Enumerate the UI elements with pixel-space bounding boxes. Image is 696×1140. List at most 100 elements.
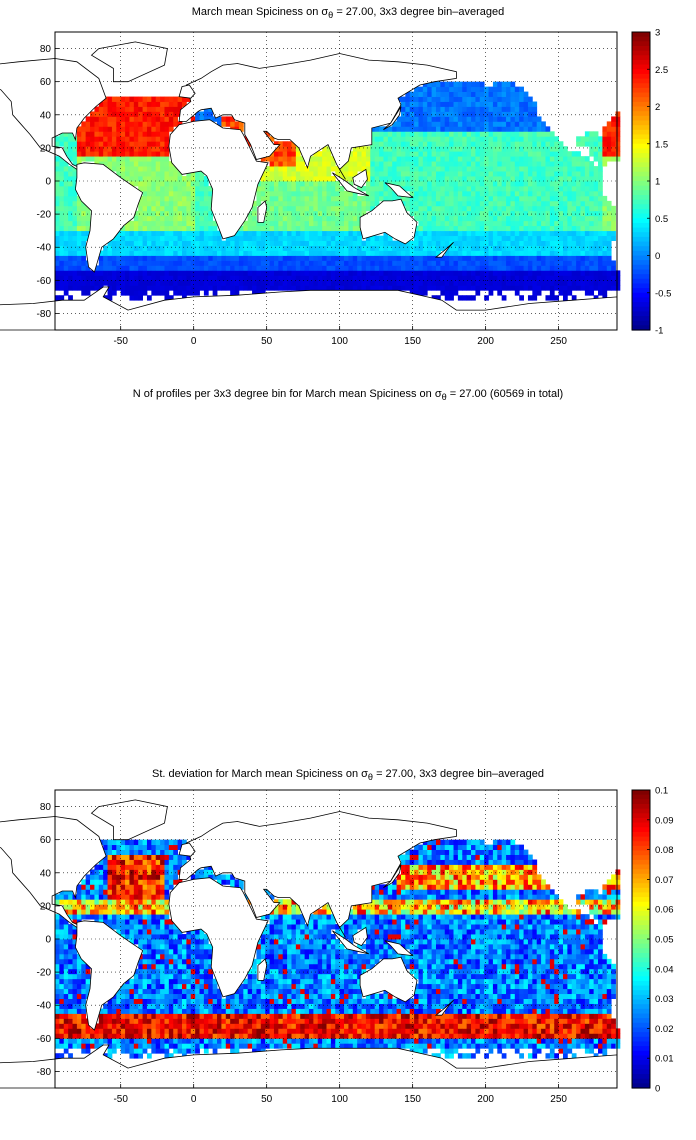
bin-cell	[182, 185, 187, 192]
bin-cell	[63, 195, 69, 202]
bin-cell	[212, 265, 218, 271]
bin-cell	[453, 126, 459, 132]
bin-cell	[142, 280, 148, 286]
bin-cell	[168, 250, 174, 256]
bin-cell	[510, 171, 516, 177]
bin-cell	[68, 146, 73, 152]
bin-cell	[514, 260, 520, 266]
bin-cell	[177, 230, 183, 237]
bin-cell	[155, 240, 161, 246]
bin-cell	[457, 255, 463, 261]
bin-cell	[611, 210, 616, 217]
bin-cell	[282, 245, 288, 251]
bin-cell	[208, 195, 214, 202]
bin-cell	[164, 210, 170, 217]
bin-cell	[374, 185, 380, 192]
bin-cell	[76, 245, 82, 251]
bin-cell	[151, 116, 157, 122]
bin-cell	[532, 101, 538, 107]
bin-cell	[440, 91, 446, 97]
bin-cell	[523, 200, 529, 207]
bin-cell	[168, 285, 174, 291]
bin-cell	[562, 230, 568, 237]
bin-cell	[63, 220, 69, 227]
bin-cell	[151, 275, 157, 281]
bin-cell	[168, 176, 174, 182]
bin-cell	[199, 270, 205, 276]
bin-cell	[160, 255, 165, 261]
bin-cell	[527, 171, 533, 177]
bin-cell	[611, 121, 616, 127]
bin-cell	[138, 185, 143, 192]
bin-cell	[536, 260, 542, 266]
bin-cell	[68, 171, 73, 177]
bin-cell	[291, 181, 297, 187]
bin-cell	[576, 285, 581, 291]
bin-cell	[383, 171, 389, 177]
bin-cell	[611, 230, 616, 237]
bin-cell	[453, 285, 459, 291]
bin-cell	[571, 190, 577, 197]
bin-cell	[562, 250, 568, 256]
bin-cell	[190, 190, 196, 197]
bin-cell	[462, 181, 468, 187]
bin-cell	[457, 240, 463, 246]
bin-cell	[151, 285, 157, 291]
bin-cell	[304, 225, 310, 232]
bin-cell	[510, 116, 516, 122]
bin-cell	[462, 205, 468, 212]
colorbar-segment	[632, 101, 650, 108]
bin-cell	[234, 240, 240, 246]
bin-cell	[282, 225, 288, 232]
bin-cell	[190, 245, 196, 251]
bin-cell	[142, 260, 148, 266]
bin-cell	[471, 96, 476, 102]
bin-cell	[111, 131, 117, 137]
bin-cell	[186, 225, 192, 232]
bin-cell	[379, 285, 384, 291]
bin-cell	[357, 255, 362, 261]
bin-cell	[361, 185, 367, 192]
bin-cell	[549, 240, 555, 246]
bin-cell	[400, 171, 406, 177]
bin-cell	[536, 290, 542, 296]
bin-cell	[506, 190, 511, 197]
bin-cell	[186, 270, 192, 276]
bin-cell	[576, 185, 581, 192]
bin-cell	[611, 265, 616, 271]
bin-cell	[282, 185, 288, 192]
bin-cell	[484, 111, 489, 117]
bin-cell	[519, 295, 524, 301]
bin-cell	[497, 260, 503, 266]
bin-cell	[282, 200, 288, 207]
bin-cell	[76, 230, 82, 237]
bin-cell	[273, 185, 279, 192]
bin-cell	[479, 215, 485, 222]
bin-cell	[182, 195, 187, 202]
bin-cell	[133, 106, 139, 112]
bin-cell	[125, 116, 130, 122]
bin-cell	[431, 280, 437, 286]
bin-cell	[243, 285, 249, 291]
bin-cell	[418, 136, 424, 142]
bin-cell	[479, 166, 485, 172]
colorbar-segment	[632, 297, 650, 303]
bin-cell	[409, 250, 415, 256]
bin-cell	[440, 96, 446, 102]
bin-cell	[466, 96, 472, 102]
panel-profile-count: N of profiles per 3x3 degree bin for Mar…	[0, 380, 696, 750]
colorbar-segment	[632, 120, 650, 126]
bin-cell	[326, 245, 332, 251]
bin-cell	[422, 181, 428, 187]
bin-cell	[55, 161, 60, 167]
bin-cell	[532, 280, 538, 286]
bin-cell	[598, 240, 603, 246]
bin-cell	[291, 146, 297, 152]
bin-cell	[379, 190, 384, 197]
bin-cell	[479, 106, 485, 112]
bin-cell	[453, 81, 459, 88]
bin-cell	[497, 265, 503, 271]
bin-cell	[138, 96, 143, 102]
bin-cell	[492, 200, 498, 207]
bin-cell	[348, 240, 354, 246]
